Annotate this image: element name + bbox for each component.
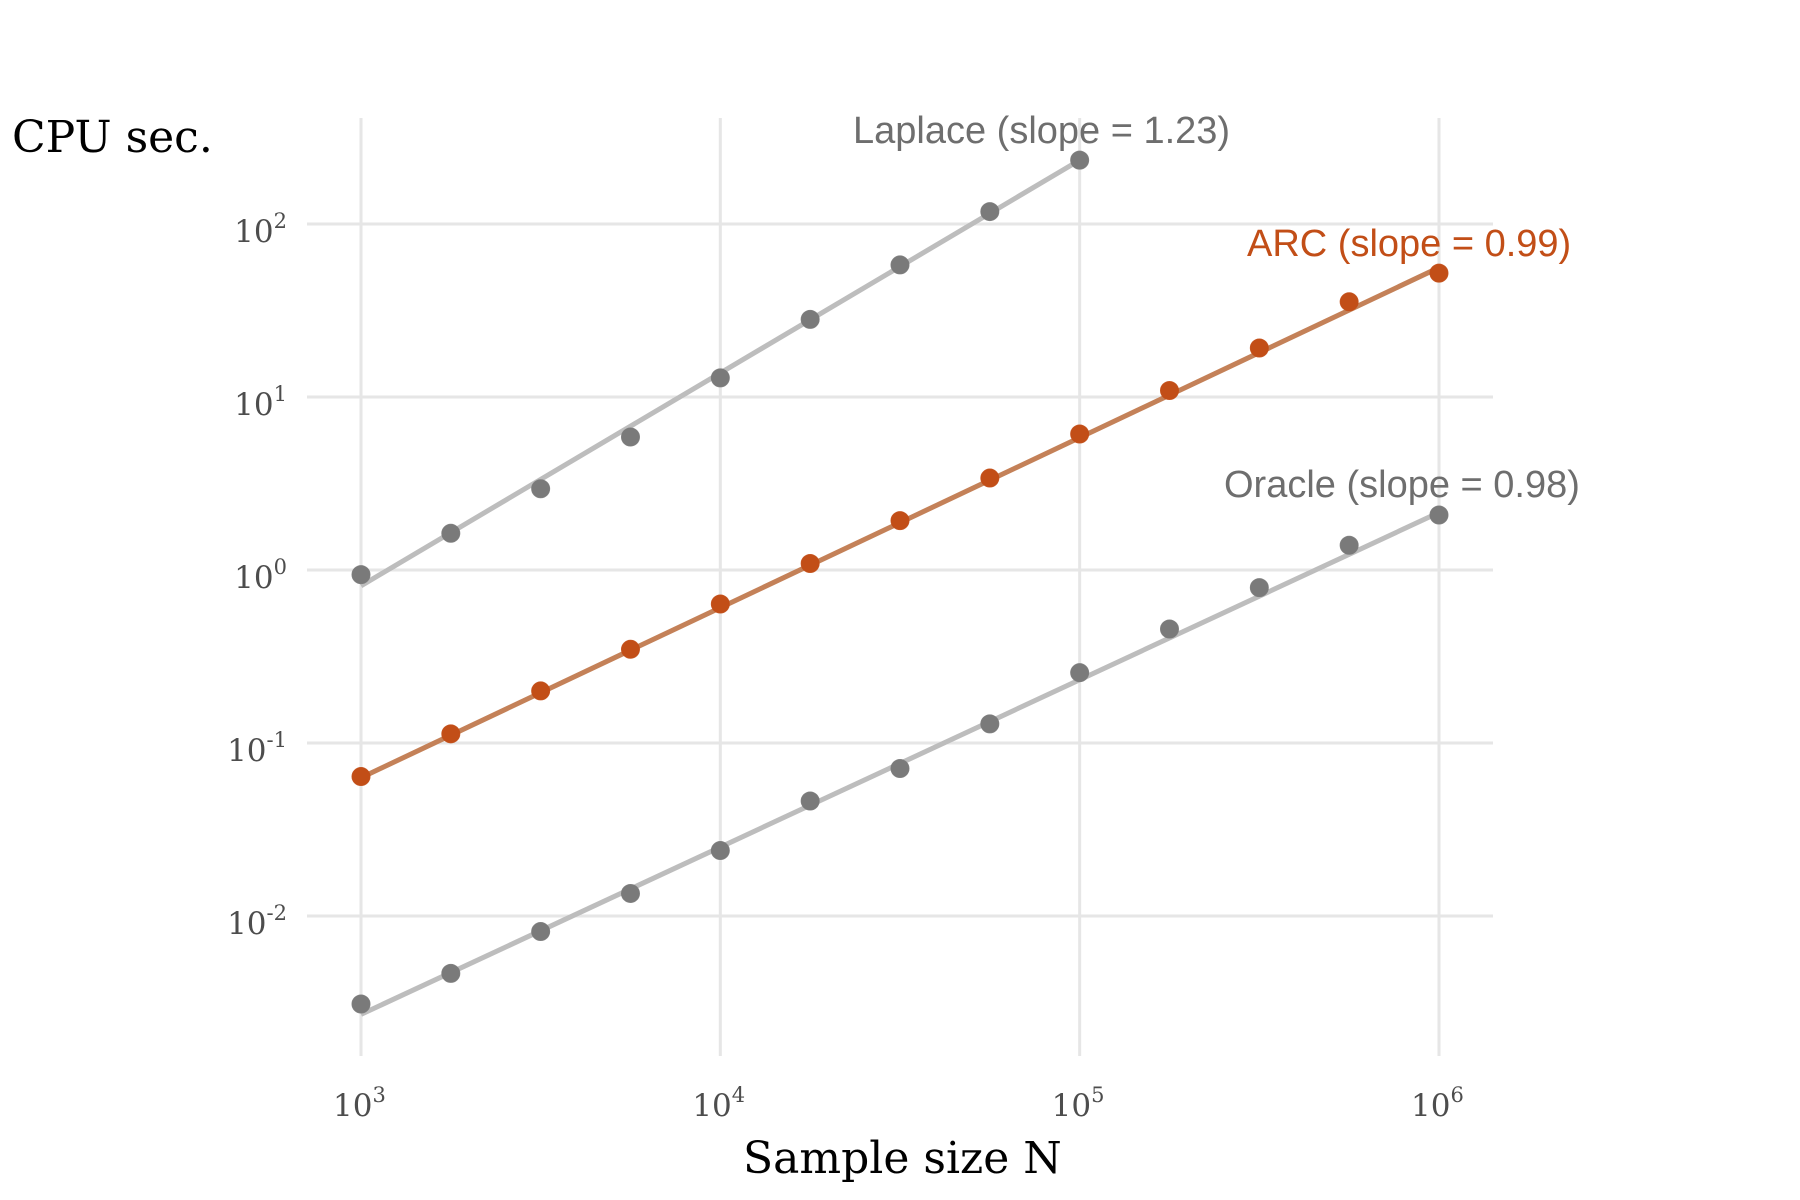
series-arc [351, 263, 1449, 787]
data-point [620, 427, 640, 447]
x-axis-ticks: 103 104 105 106 [333, 1083, 1464, 1124]
series-label-arc: ARC (slope = 0.99) [1247, 223, 1571, 265]
data-point [890, 511, 910, 531]
data-point [980, 468, 1000, 488]
x-tick-label: 105 [1052, 1083, 1105, 1124]
x-tick-label: 104 [692, 1083, 745, 1124]
data-point [441, 963, 461, 983]
y-tick-label: 101 [234, 382, 287, 423]
data-point [441, 523, 461, 543]
data-point [1429, 263, 1449, 283]
data-point [1070, 150, 1090, 170]
data-point [800, 554, 820, 574]
data-point [890, 255, 910, 275]
y-tick-label: 10-1 [227, 728, 287, 769]
x-tick-label: 103 [333, 1083, 386, 1124]
series-label-oracle: Oracle (slope = 0.98) [1224, 464, 1580, 506]
data-point [441, 724, 461, 744]
data-point [620, 883, 640, 903]
series-labels: Laplace (slope = 1.23) ARC (slope = 0.99)… [853, 110, 1580, 506]
data-point [710, 841, 730, 861]
y-tick-label: 102 [234, 209, 287, 250]
x-axis-title: Sample size N [743, 1133, 1062, 1184]
data-point [1159, 619, 1179, 639]
data-point [1249, 578, 1269, 598]
data-point [800, 309, 820, 329]
data-point [351, 565, 371, 585]
y-tick-label: 100 [234, 555, 287, 596]
series-laplace [351, 150, 1090, 588]
data-point [800, 791, 820, 811]
y-tick-label: 10-2 [227, 901, 287, 942]
data-point [1070, 424, 1090, 444]
data-point [531, 479, 551, 499]
data-point [1070, 663, 1090, 683]
data-point [1159, 381, 1179, 401]
data-point [1249, 338, 1269, 358]
data-point [1339, 292, 1359, 312]
series-label-laplace: Laplace (slope = 1.23) [853, 110, 1230, 152]
data-point [620, 639, 640, 659]
data-point [351, 767, 371, 787]
data-point [890, 759, 910, 779]
series-group [351, 150, 1449, 1017]
data-point [980, 714, 1000, 734]
data-point [710, 594, 730, 614]
series-oracle [351, 505, 1449, 1017]
data-point [1429, 505, 1449, 525]
data-point [531, 922, 551, 942]
x-tick-label: 106 [1411, 1083, 1464, 1124]
data-point [531, 681, 551, 701]
data-point [351, 994, 371, 1014]
data-point [1339, 535, 1359, 555]
y-axis-title: CPU sec. [12, 112, 213, 163]
data-point [980, 202, 1000, 222]
data-point [710, 368, 730, 388]
y-axis-ticks: 10-2 10-1 100 101 102 [227, 209, 287, 942]
